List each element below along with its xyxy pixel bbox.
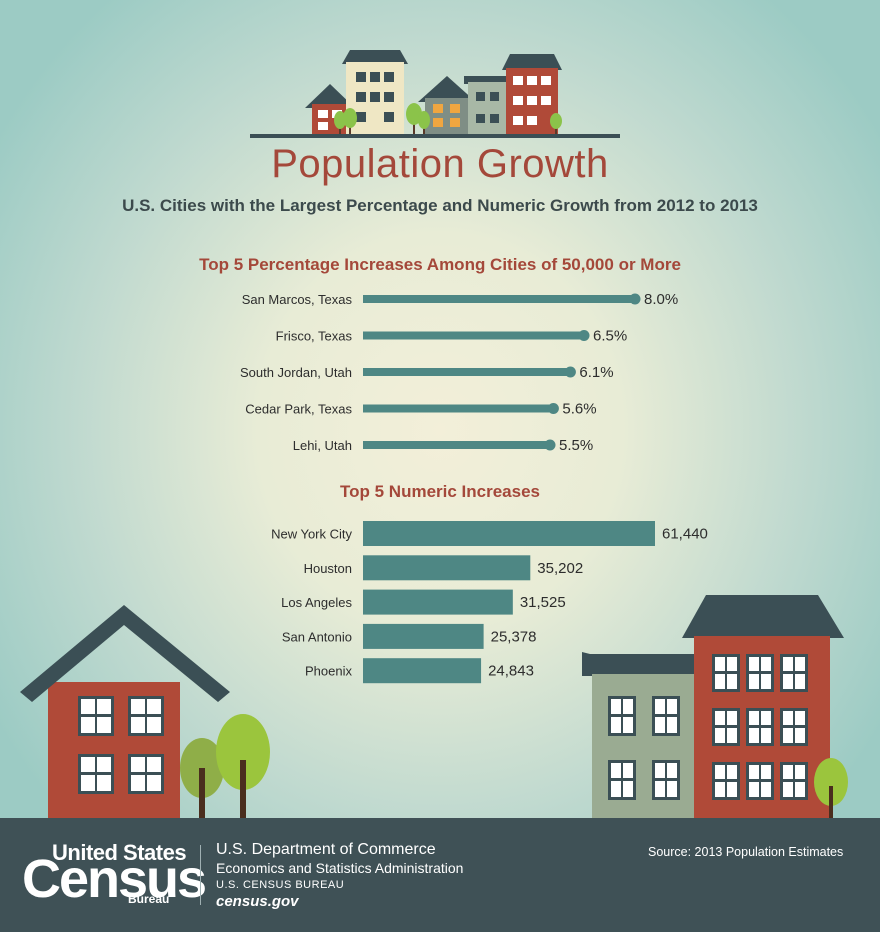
bar (363, 521, 655, 546)
value-label: 61,440 (662, 526, 708, 543)
logo-line-census: Census (22, 849, 207, 909)
category-label: Cedar Park, Texas (245, 402, 352, 417)
source-note: Source: 2013 Population Estimates (648, 845, 844, 859)
footer-divider (200, 845, 201, 905)
bureau-name: U.S. CENSUS BUREAU (216, 879, 345, 891)
category-label: New York City (271, 527, 352, 542)
right-buildings-illustration (582, 595, 848, 820)
value-label: 35,202 (537, 560, 583, 577)
value-label: 6.1% (579, 364, 613, 381)
bar (363, 589, 513, 615)
numeric-chart-title: Top 5 Numeric Increases (340, 482, 540, 501)
numeric-increase-chart: New York City 61,440 Houston 35,202 Los Ange… (271, 521, 708, 684)
logo-line-bureau: Bureau (128, 892, 170, 906)
percentage-chart-title: Top 5 Percentage Increases Among Cities … (199, 255, 681, 274)
category-label: San Antonio (282, 629, 352, 644)
value-label: 8.0% (644, 291, 678, 308)
value-label: 5.5% (559, 437, 593, 454)
lollipop-dot (564, 366, 576, 378)
bar (363, 623, 484, 649)
website-link[interactable]: census.gov (216, 893, 299, 910)
value-label: 5.6% (562, 401, 596, 418)
page-subtitle: U.S. Cities with the Largest Percentage … (122, 196, 758, 215)
category-label: South Jordan, Utah (240, 365, 352, 380)
department-name: U.S. Department of Commerce (216, 841, 436, 858)
lollipop-dot (629, 293, 641, 305)
value-label: 6.5% (593, 328, 627, 345)
lollipop-dot (544, 439, 556, 451)
category-label: Phoenix (305, 664, 352, 679)
page-title: Population Growth (271, 142, 609, 186)
category-label: Los Angeles (281, 595, 352, 610)
bar (363, 658, 482, 684)
lollipop-dot (578, 330, 590, 341)
lollipop-dot (547, 403, 559, 414)
bar (363, 555, 531, 581)
category-label: San Marcos, Texas (242, 292, 353, 307)
left-house-illustration (20, 605, 270, 820)
logo-line-united-states: United States (52, 840, 187, 865)
category-label: Frisco, Texas (276, 329, 353, 344)
footer-bar (0, 818, 880, 932)
category-label: Houston (304, 561, 352, 576)
value-label: 24,843 (488, 663, 534, 680)
value-label: 31,525 (520, 594, 566, 611)
percentage-increase-chart: San Marcos, Texas 8.0% Frisco, Texas 6.5% So… (240, 291, 678, 454)
skyline-illustration (250, 50, 620, 138)
category-label: Lehi, Utah (293, 438, 352, 453)
administration-name: Economics and Statistics Administration (216, 860, 464, 876)
value-label: 25,378 (491, 628, 537, 645)
